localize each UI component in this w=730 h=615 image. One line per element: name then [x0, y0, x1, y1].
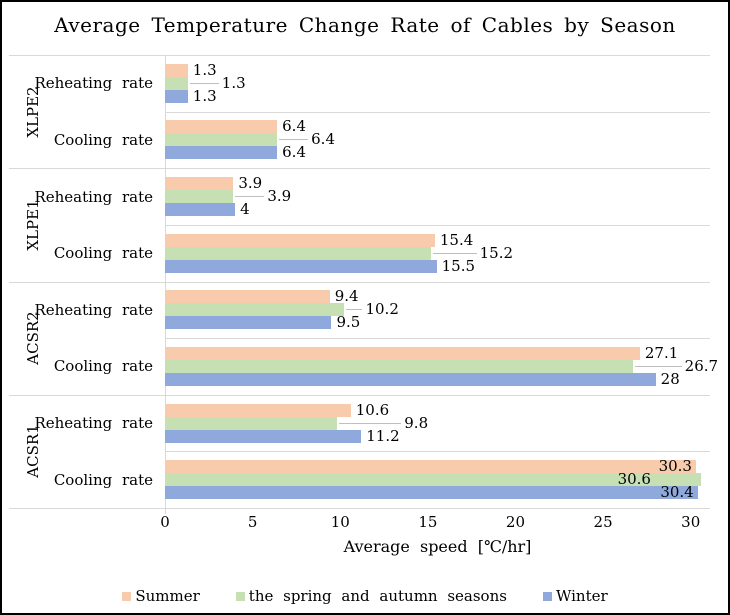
data-label-summer: 15.4 — [439, 230, 474, 249]
category-separator-line — [165, 338, 710, 340]
leader-line — [279, 139, 309, 141]
bar-winter — [165, 486, 698, 500]
bar-winter — [165, 259, 437, 273]
bar-spring-autumn — [165, 246, 432, 260]
bar-spring-autumn — [165, 133, 278, 147]
category-separator-line — [165, 224, 710, 226]
legend-swatch-winter — [542, 591, 552, 601]
legend-item-winter: Winter — [542, 587, 608, 605]
x-axis-line — [9, 508, 710, 509]
y-axis-zero-line — [165, 55, 166, 514]
category-label: Reheating rate — [34, 74, 153, 93]
chart-title: Average Temperature Change Rate of Cable… — [54, 13, 676, 37]
legend-label-winter: Winter — [555, 587, 608, 605]
group-separator-line — [9, 394, 710, 396]
x-axis-title: Average speed [℃/hr] — [343, 537, 532, 556]
data-label-winter: 30.4 — [660, 483, 694, 502]
data-label-winter: 28 — [660, 369, 680, 388]
leader-line — [433, 252, 477, 254]
bar-summer — [165, 63, 188, 77]
group-label: XLPE2 — [24, 86, 42, 138]
leader-line — [189, 82, 219, 84]
legend-item-summer: Summer — [122, 587, 200, 605]
bar-spring-autumn — [165, 473, 702, 487]
data-label-winter: 6.4 — [282, 143, 306, 162]
category-label: Cooling rate — [53, 470, 153, 489]
bar-spring-autumn — [165, 359, 633, 373]
data-label-winter: 4 — [240, 200, 250, 219]
category-label: Reheating rate — [34, 187, 153, 206]
data-label-winter: 9.5 — [336, 313, 361, 332]
data-label-spring-autumn: 3.9 — [267, 187, 292, 206]
bar-summer — [165, 120, 278, 134]
group-separator-line — [9, 281, 710, 283]
bar-summer — [165, 290, 330, 304]
data-label-winter: 11.2 — [366, 426, 400, 445]
data-label-summer: 6.4 — [282, 117, 306, 136]
bar-summer — [165, 233, 435, 247]
data-label-summer: 27.1 — [644, 343, 679, 362]
legend-item-spring-autumn: the spring and autumn seasons — [235, 587, 507, 605]
bar-winter — [165, 89, 188, 103]
category-label: Reheating rate — [34, 300, 153, 319]
bar-spring-autumn — [165, 303, 344, 317]
bar-winter — [165, 146, 278, 160]
leader-line — [338, 422, 402, 424]
bar-winter — [165, 203, 236, 217]
bar-summer — [165, 346, 640, 360]
group-label: ACSR1 — [24, 424, 42, 479]
x-tick-label: 10 — [330, 513, 350, 531]
legend-label-summer: Summer — [135, 587, 200, 605]
bar-spring-autumn — [165, 76, 188, 90]
data-label-winter: 15.5 — [441, 256, 476, 275]
bar-winter — [165, 429, 362, 443]
data-label-spring-autumn: 30.6 — [617, 470, 651, 489]
group-label: ACSR2 — [24, 311, 42, 365]
bar-spring-autumn — [165, 190, 234, 204]
data-label-spring-autumn: 6.4 — [311, 130, 335, 149]
data-label-summer: 3.9 — [238, 174, 263, 193]
data-label-summer: 10.6 — [355, 400, 390, 419]
data-label-spring-autumn: 10.2 — [365, 300, 399, 319]
leader-line — [345, 309, 363, 311]
category-label: Reheating rate — [34, 414, 153, 433]
legend-swatch-summer — [122, 591, 132, 601]
category-separator-line — [165, 111, 710, 113]
bar-winter — [165, 372, 656, 386]
plot-top-line — [9, 55, 710, 56]
legend-swatch-spring-autumn — [235, 591, 245, 601]
bar-winter — [165, 316, 332, 330]
group-label: XLPE1 — [24, 199, 42, 251]
group-separator-line — [9, 168, 710, 170]
x-tick-label: 30 — [681, 513, 701, 531]
data-label-summer: 1.3 — [192, 60, 217, 79]
category-label: Cooling rate — [53, 244, 153, 263]
x-tick-label: 0 — [160, 513, 170, 531]
leader-line — [634, 365, 682, 367]
data-label-spring-autumn: 9.8 — [404, 413, 429, 432]
data-label-spring-autumn: 15.2 — [479, 243, 514, 262]
data-label-spring-autumn: 26.7 — [684, 356, 719, 375]
data-label-spring-autumn: 1.3 — [221, 73, 246, 92]
leader-line — [235, 196, 265, 198]
category-label: Cooling rate — [53, 130, 153, 149]
x-tick-label: 5 — [247, 513, 258, 531]
bar-summer — [165, 177, 234, 191]
data-label-winter: 1.3 — [192, 86, 217, 105]
bar-summer — [165, 403, 351, 417]
x-tick-label: 20 — [505, 513, 526, 531]
category-separator-line — [165, 451, 710, 453]
x-tick-label: 25 — [593, 513, 613, 531]
category-label: Cooling rate — [53, 357, 153, 376]
data-label-summer: 30.3 — [658, 457, 692, 476]
bar-summer — [165, 460, 696, 474]
x-tick-label: 15 — [418, 513, 438, 531]
data-label-summer: 9.4 — [334, 287, 359, 306]
legend-label-spring-autumn: the spring and autumn seasons — [248, 587, 507, 605]
bar-spring-autumn — [165, 416, 337, 430]
legend: Summer the spring and autumn seasons Winte… — [2, 587, 728, 605]
